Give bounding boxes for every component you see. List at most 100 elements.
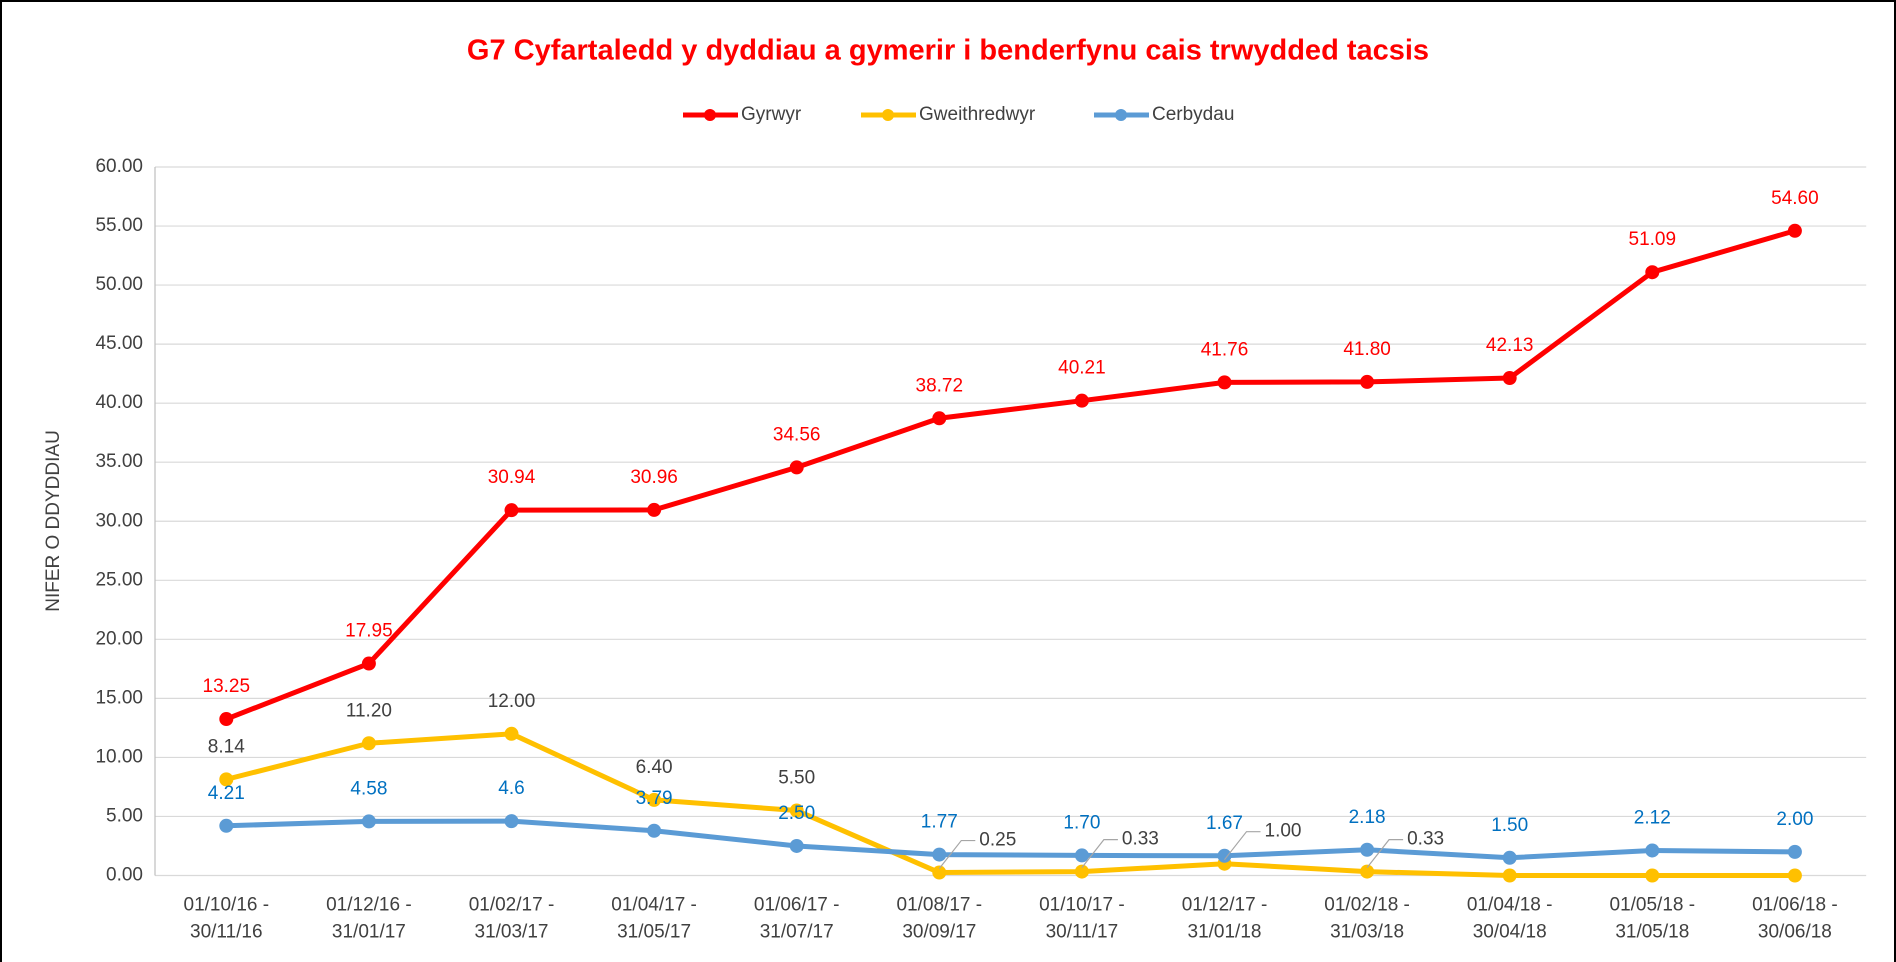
chart-title: G7 Cyfartaledd y dyddiau a gymerir i ben… bbox=[467, 35, 1429, 67]
data-label: 30.96 bbox=[630, 467, 678, 488]
data-label: 41.76 bbox=[1201, 339, 1249, 360]
x-tick-label: 01/05/18 - bbox=[1610, 895, 1696, 916]
x-tick-label: 01/02/18 - bbox=[1324, 895, 1410, 916]
y-tick-label: 10.00 bbox=[95, 746, 143, 767]
data-label: 1.00 bbox=[1265, 821, 1302, 842]
data-point bbox=[647, 792, 662, 807]
data-label: 0.33 bbox=[1122, 829, 1159, 850]
y-tick-label: 0.00 bbox=[106, 865, 143, 886]
data-point bbox=[789, 803, 804, 818]
x-tick-label: 30/04/18 bbox=[1473, 922, 1547, 943]
data-point bbox=[789, 460, 804, 475]
y-tick-label: 50.00 bbox=[95, 274, 143, 295]
data-point bbox=[932, 847, 947, 862]
x-tick-label: 30/11/17 bbox=[1046, 922, 1119, 943]
data-point bbox=[1502, 371, 1517, 386]
x-tick-label: 31/07/17 bbox=[760, 922, 834, 943]
data-label: 13.25 bbox=[203, 676, 251, 697]
x-tick-label: 30/09/17 bbox=[902, 922, 976, 943]
leader-line bbox=[1224, 831, 1261, 861]
data-label: 4.58 bbox=[350, 778, 387, 799]
y-axis-label: NIFER O DDYDDIAU bbox=[43, 430, 64, 612]
data-point bbox=[504, 726, 519, 741]
data-point bbox=[361, 814, 376, 829]
data-label: 1.67 bbox=[1206, 813, 1243, 834]
x-tick-label: 01/12/17 - bbox=[1182, 895, 1268, 916]
data-label: 0.33 bbox=[1407, 829, 1444, 850]
data-label: 2.50 bbox=[778, 803, 815, 824]
data-label: 0.25 bbox=[979, 830, 1016, 851]
data-point bbox=[1217, 848, 1232, 863]
y-tick-label: 55.00 bbox=[95, 215, 143, 236]
data-label: 54.60 bbox=[1771, 188, 1819, 209]
data-point bbox=[504, 814, 519, 829]
x-tick-label: 01/04/17 - bbox=[611, 895, 697, 916]
data-label: 2.00 bbox=[1776, 809, 1813, 830]
y-tick-label: 15.00 bbox=[95, 687, 143, 708]
data-label: 12.00 bbox=[488, 691, 536, 712]
x-tick-label: 30/06/18 bbox=[1758, 922, 1832, 943]
data-label: 2.12 bbox=[1634, 807, 1671, 828]
x-tick-label: 30/11/16 bbox=[190, 922, 263, 943]
data-point bbox=[1074, 848, 1089, 863]
data-label: 5.50 bbox=[778, 768, 815, 789]
data-label: 51.09 bbox=[1629, 229, 1677, 250]
y-tick-label: 45.00 bbox=[95, 333, 143, 354]
data-point bbox=[1217, 375, 1232, 390]
data-point bbox=[1074, 393, 1089, 408]
data-label: 8.14 bbox=[208, 736, 245, 757]
data-point bbox=[361, 656, 376, 671]
data-label: 34.56 bbox=[773, 424, 821, 445]
data-point bbox=[1645, 843, 1660, 858]
data-point bbox=[1360, 374, 1375, 389]
x-tick-label: 01/04/18 - bbox=[1467, 895, 1553, 916]
leader-line bbox=[1366, 839, 1404, 868]
x-tick-label: 31/01/17 bbox=[332, 922, 406, 943]
series-line bbox=[225, 731, 1795, 878]
data-label: 17.95 bbox=[345, 621, 393, 642]
data-label: 6.40 bbox=[636, 757, 673, 778]
y-tick-label: 5.00 bbox=[106, 805, 143, 826]
data-point bbox=[1645, 265, 1660, 280]
y-tick-label: 20.00 bbox=[95, 628, 143, 649]
data-point bbox=[932, 865, 947, 880]
data-point bbox=[219, 712, 234, 727]
data-point bbox=[789, 838, 804, 853]
legend-label: Gyrwyr bbox=[741, 104, 802, 125]
legend-marker bbox=[1115, 109, 1127, 121]
y-tick-label: 60.00 bbox=[95, 156, 143, 177]
x-tick-label: 31/03/17 bbox=[475, 922, 549, 943]
y-tick-label: 40.00 bbox=[95, 392, 143, 413]
data-point bbox=[1502, 850, 1517, 865]
y-tick-label: 35.00 bbox=[95, 451, 143, 472]
data-label: 2.18 bbox=[1349, 807, 1386, 828]
data-label: 11.20 bbox=[346, 700, 392, 721]
data-point bbox=[932, 411, 947, 426]
data-label: 38.72 bbox=[916, 375, 964, 396]
x-tick-label: 01/06/17 - bbox=[754, 895, 840, 916]
x-tick-label: 01/06/18 - bbox=[1752, 895, 1838, 916]
x-tick-label: 31/03/18 bbox=[1330, 922, 1404, 943]
legend-marker bbox=[882, 109, 894, 121]
data-point bbox=[1360, 842, 1375, 857]
x-tick-label: 31/01/18 bbox=[1188, 922, 1262, 943]
y-tick-label: 25.00 bbox=[95, 569, 143, 590]
legend-marker bbox=[704, 109, 716, 121]
data-point bbox=[1502, 868, 1517, 883]
data-label: 30.94 bbox=[488, 467, 536, 488]
data-label: 1.77 bbox=[921, 812, 958, 833]
data-point bbox=[1787, 223, 1802, 238]
series-line bbox=[226, 818, 1795, 861]
data-point bbox=[1074, 864, 1089, 879]
data-point bbox=[1645, 868, 1660, 883]
data-point bbox=[1360, 864, 1375, 879]
data-point bbox=[1787, 844, 1802, 859]
legend-label: Gweithredwyr bbox=[919, 104, 1036, 125]
x-tick-label: 01/02/17 - bbox=[469, 895, 555, 916]
x-tick-label: 31/05/18 bbox=[1615, 922, 1689, 943]
data-point bbox=[219, 772, 234, 787]
x-tick-label: 01/12/16 - bbox=[326, 895, 412, 916]
